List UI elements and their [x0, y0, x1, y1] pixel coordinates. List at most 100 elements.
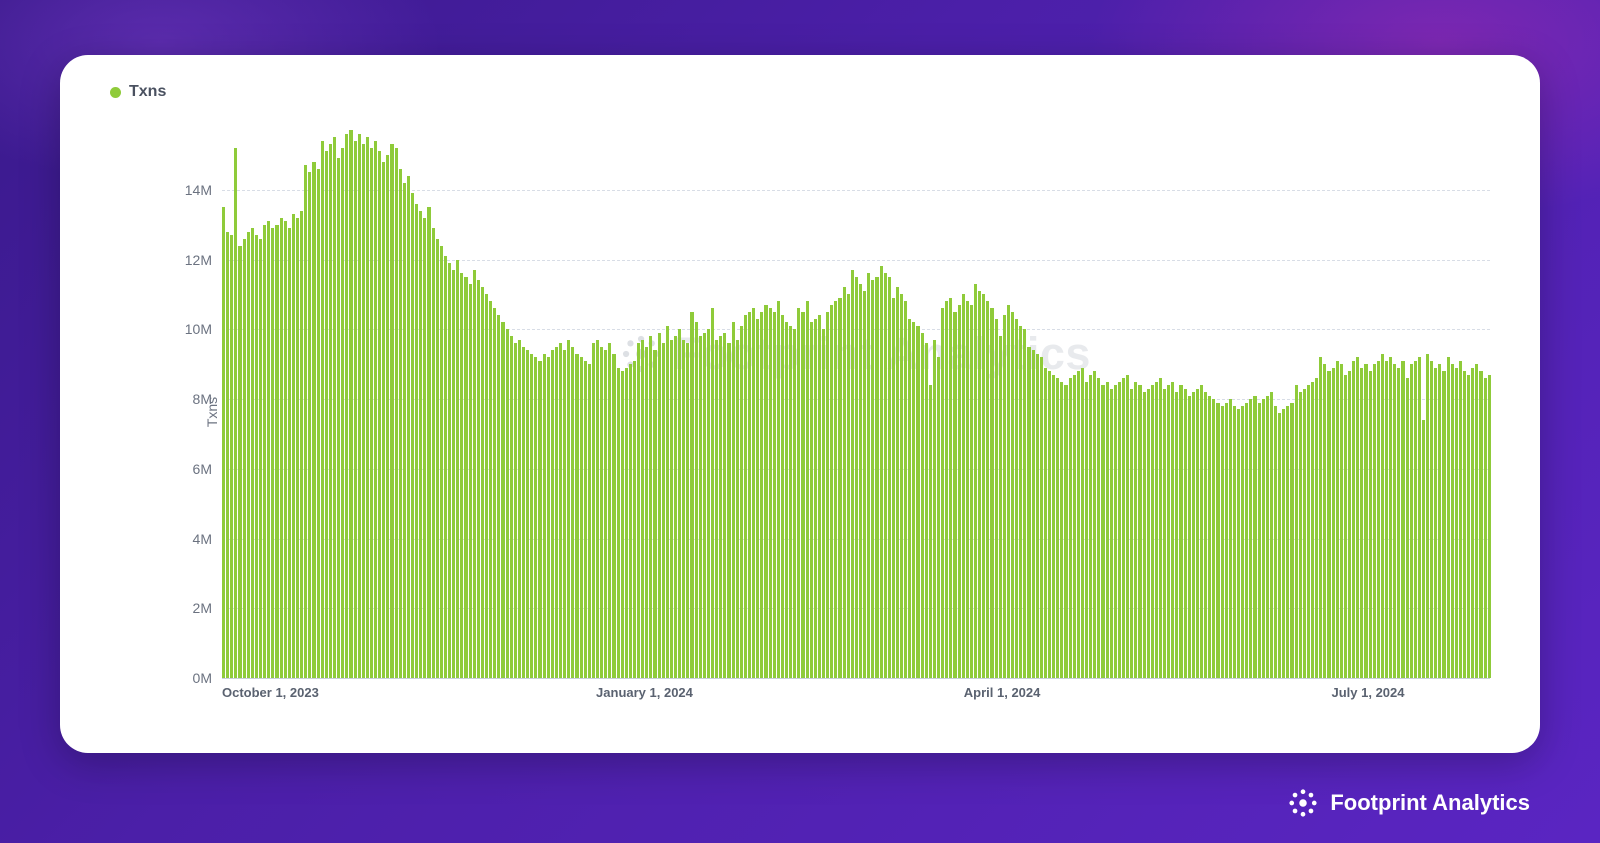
bar	[575, 354, 578, 678]
bar	[263, 225, 266, 678]
plot-region: Footprint Analytics 0M2M4M6M8M10M12M14M	[222, 120, 1490, 678]
bar	[1360, 368, 1363, 678]
bar	[1048, 371, 1051, 678]
bar	[941, 308, 944, 678]
bar	[867, 273, 870, 678]
bar	[629, 364, 632, 678]
y-tick-label: 6M	[193, 461, 212, 477]
legend-dot-icon	[110, 87, 121, 98]
bar	[732, 322, 735, 678]
y-tick-label: 8M	[193, 391, 212, 407]
bar	[1081, 368, 1084, 678]
bar	[1393, 364, 1396, 678]
bar	[358, 134, 361, 678]
bar	[1040, 357, 1043, 678]
bar	[464, 277, 467, 678]
bar	[1364, 364, 1367, 678]
bar	[588, 364, 591, 678]
bar	[945, 301, 948, 678]
bar	[727, 343, 730, 678]
bar	[1007, 305, 1010, 678]
bar	[255, 235, 258, 678]
bar	[1073, 375, 1076, 678]
bar	[1479, 371, 1482, 678]
bar	[1216, 403, 1219, 679]
brand-text: Footprint Analytics	[1330, 790, 1530, 816]
bar	[1315, 378, 1318, 678]
bar	[834, 301, 837, 678]
bar	[1447, 357, 1450, 678]
bar	[982, 294, 985, 678]
bar	[880, 266, 883, 678]
bar	[1286, 406, 1289, 678]
bar	[719, 336, 722, 678]
bar	[1225, 403, 1228, 679]
bar	[1093, 371, 1096, 678]
bar	[1179, 385, 1182, 678]
bar	[596, 340, 599, 678]
bar	[555, 347, 558, 678]
bar	[1422, 420, 1425, 678]
bar	[912, 322, 915, 678]
bar	[662, 343, 665, 678]
bar	[884, 273, 887, 678]
bar	[937, 357, 940, 678]
bar	[851, 270, 854, 678]
bar	[296, 218, 299, 678]
bar	[477, 280, 480, 678]
bar	[633, 361, 636, 678]
bar	[875, 277, 878, 678]
bar	[1221, 406, 1224, 678]
bar	[300, 211, 303, 678]
bar	[1442, 371, 1445, 678]
bar	[1303, 389, 1306, 678]
bar	[497, 315, 500, 678]
bar	[900, 294, 903, 678]
bar	[723, 333, 726, 678]
bar	[773, 312, 776, 678]
bar	[1352, 361, 1355, 678]
bar	[1015, 319, 1018, 678]
bar	[403, 183, 406, 678]
bar	[600, 347, 603, 678]
bar	[444, 256, 447, 678]
bar	[637, 343, 640, 678]
bar	[1023, 329, 1026, 678]
bar	[1147, 389, 1150, 678]
bar	[489, 301, 492, 678]
bar	[888, 277, 891, 678]
bar	[456, 260, 459, 679]
bar	[1089, 375, 1092, 678]
bar	[317, 169, 320, 678]
bar	[711, 308, 714, 678]
bar	[280, 218, 283, 678]
bar	[230, 235, 233, 678]
y-tick-label: 10M	[185, 321, 212, 337]
bar	[1327, 371, 1330, 678]
bar	[1106, 382, 1109, 678]
bar	[1069, 378, 1072, 678]
bar	[345, 134, 348, 678]
bar	[1434, 368, 1437, 678]
x-tick-label: January 1, 2024	[596, 685, 693, 700]
bar	[423, 218, 426, 678]
bar	[514, 343, 517, 678]
bars-container	[222, 120, 1490, 678]
brand-footer: Footprint Analytics	[1288, 788, 1530, 818]
y-tick-label: 0M	[193, 670, 212, 686]
bar	[617, 368, 620, 678]
bar	[321, 141, 324, 678]
bar	[592, 343, 595, 678]
bar	[703, 333, 706, 678]
bar	[752, 308, 755, 678]
bar	[604, 350, 607, 678]
bar	[1110, 389, 1113, 678]
y-tick-label: 2M	[193, 600, 212, 616]
bar	[1356, 357, 1359, 678]
bar	[378, 151, 381, 678]
bar	[1233, 406, 1236, 678]
bar	[1011, 312, 1014, 678]
bar	[1258, 403, 1261, 679]
bar	[1064, 385, 1067, 678]
bar	[1118, 382, 1121, 678]
